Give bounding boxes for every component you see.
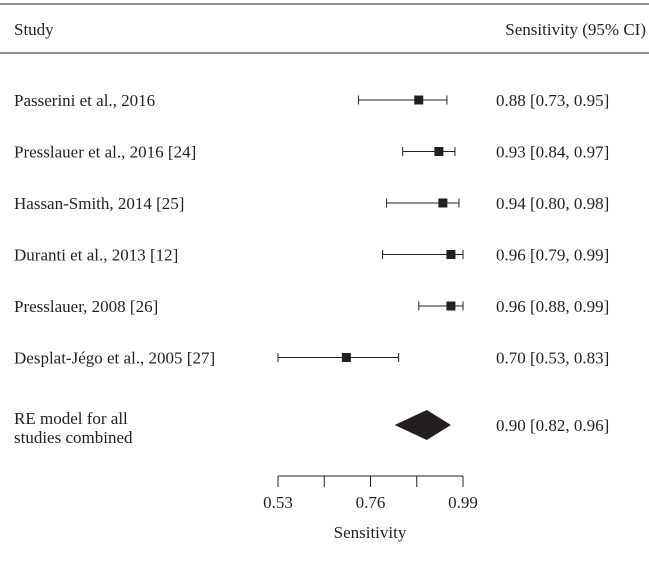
summary-estimate-text: 0.90 [0.82, 0.96] (496, 416, 609, 435)
study-estimate-text: 0.93 [0.84, 0.97] (496, 143, 609, 162)
study-name: Duranti et al., 2013 [12] (14, 246, 178, 265)
study-name: Presslauer et al., 2016 [24] (14, 143, 196, 162)
study-name: Desplat-Jégo et al., 2005 [27] (14, 349, 215, 368)
estimate-column-header: Sensitivity (95% CI) (505, 20, 646, 39)
study-estimate-text: 0.96 [0.79, 0.99] (496, 246, 609, 265)
x-axis-label: Sensitivity (334, 523, 407, 542)
study-name: Presslauer, 2008 [26] (14, 297, 158, 316)
study-row: Duranti et al., 2013 [12] 0.96 [0.79, 0.9… (14, 246, 609, 265)
summary-label-line-2: studies combined (14, 428, 133, 447)
study-row: Passerini et al., 2016 0.88 [0.73, 0.95] (14, 91, 609, 110)
point-estimate-marker (446, 250, 456, 259)
study-row: Presslauer et al., 2016 [24] 0.93 [0.84, … (14, 143, 609, 162)
summary-diamond (394, 410, 451, 440)
x-tick-label: 0.53 (263, 493, 293, 512)
study-row: Hassan-Smith, 2014 [25] 0.94 [0.80, 0.98] (14, 194, 609, 213)
study-estimate-text: 0.88 [0.73, 0.95] (496, 91, 609, 110)
summary-label-line-1: RE model for all (14, 409, 128, 428)
x-tick-label: 0.99 (448, 493, 478, 512)
study-column-header: Study (14, 20, 54, 39)
x-axis: 0.53 0.76 0.99 (263, 475, 478, 512)
study-name: Passerini et al., 2016 (14, 91, 155, 110)
study-estimate-text: 0.94 [0.80, 0.98] (496, 194, 609, 213)
point-estimate-marker (438, 198, 448, 208)
point-estimate-marker (434, 147, 444, 156)
study-row: Desplat-Jégo et al., 2005 [27] 0.70 [0.53… (14, 349, 609, 368)
study-estimate-text: 0.96 [0.88, 0.99] (496, 297, 609, 316)
summary-row: RE model for all studies combined 0.90 [… (14, 409, 609, 447)
study-row: Presslauer, 2008 [26] 0.96 [0.88, 0.99] (14, 297, 609, 316)
study-rows: Passerini et al., 2016 0.88 [0.73, 0.95]P… (14, 91, 609, 368)
summary-label: RE model for all studies combined (14, 409, 133, 447)
study-name: Hassan-Smith, 2014 [25] (14, 194, 184, 213)
x-tick-label: 0.76 (356, 493, 386, 512)
point-estimate-marker (446, 301, 456, 311)
point-estimate-marker (341, 353, 351, 362)
point-estimate-marker (414, 95, 424, 105)
study-estimate-text: 0.70 [0.53, 0.83] (496, 349, 609, 368)
